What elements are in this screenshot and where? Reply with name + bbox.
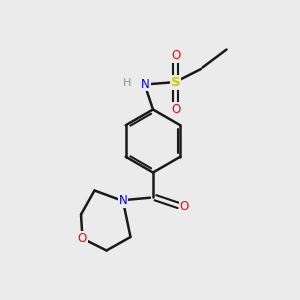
Text: O: O: [78, 232, 87, 245]
Text: O: O: [171, 103, 180, 116]
Text: N: N: [118, 194, 127, 208]
Text: O: O: [171, 49, 180, 62]
Text: S: S: [171, 76, 180, 89]
Text: N: N: [141, 77, 150, 91]
Text: O: O: [180, 200, 189, 214]
Text: H: H: [123, 77, 132, 88]
